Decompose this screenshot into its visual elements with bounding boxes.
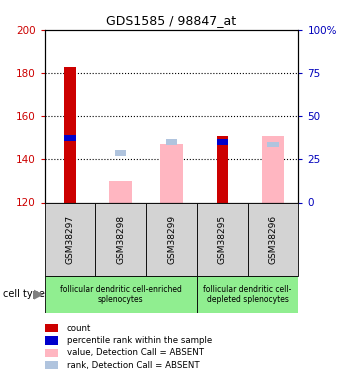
Text: GSM38299: GSM38299 bbox=[167, 214, 176, 264]
Bar bbox=[160, 144, 183, 202]
Bar bbox=[64, 135, 75, 141]
FancyBboxPatch shape bbox=[197, 276, 298, 313]
Text: GSM38297: GSM38297 bbox=[66, 214, 74, 264]
Text: ▶: ▶ bbox=[34, 288, 44, 301]
FancyBboxPatch shape bbox=[95, 202, 146, 276]
Bar bbox=[217, 140, 228, 145]
Title: GDS1585 / 98847_at: GDS1585 / 98847_at bbox=[106, 15, 237, 27]
FancyBboxPatch shape bbox=[248, 202, 298, 276]
Text: cell type: cell type bbox=[3, 290, 45, 299]
FancyBboxPatch shape bbox=[197, 202, 248, 276]
Text: GSM38295: GSM38295 bbox=[218, 214, 227, 264]
Text: rank, Detection Call = ABSENT: rank, Detection Call = ABSENT bbox=[67, 361, 200, 370]
FancyBboxPatch shape bbox=[45, 276, 197, 313]
Bar bbox=[268, 142, 279, 147]
Bar bbox=[166, 140, 177, 145]
FancyBboxPatch shape bbox=[146, 202, 197, 276]
Bar bbox=[109, 181, 132, 203]
FancyBboxPatch shape bbox=[45, 202, 95, 276]
Text: GSM38296: GSM38296 bbox=[269, 214, 277, 264]
Bar bbox=[115, 150, 126, 156]
Bar bbox=[217, 136, 228, 202]
Text: percentile rank within the sample: percentile rank within the sample bbox=[67, 336, 212, 345]
Text: count: count bbox=[67, 324, 91, 333]
Bar bbox=[64, 67, 75, 203]
Text: GSM38298: GSM38298 bbox=[116, 214, 125, 264]
Text: value, Detection Call = ABSENT: value, Detection Call = ABSENT bbox=[67, 348, 204, 357]
Text: follicular dendritic cell-enriched
splenocytes: follicular dendritic cell-enriched splen… bbox=[60, 285, 182, 304]
Bar bbox=[262, 136, 284, 202]
Text: follicular dendritic cell-
depleted splenocytes: follicular dendritic cell- depleted sple… bbox=[203, 285, 292, 304]
